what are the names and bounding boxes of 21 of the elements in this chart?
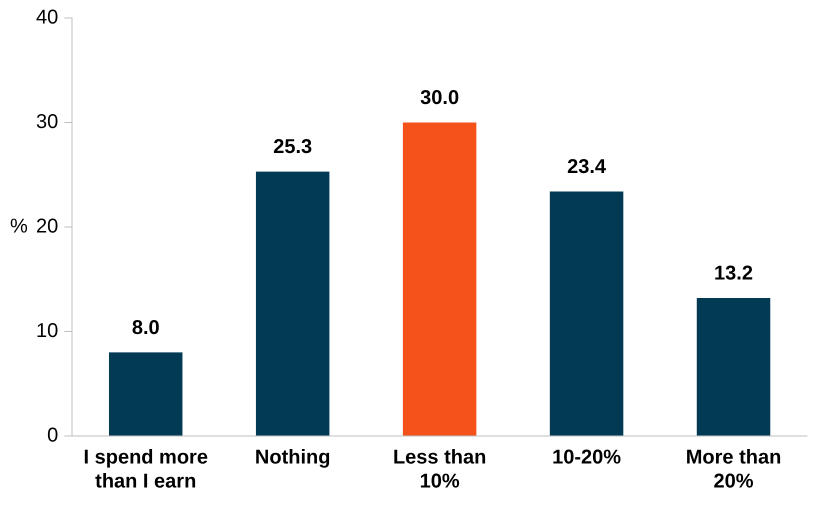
data-label: 23.4	[567, 156, 607, 178]
data-label: 30.0	[420, 87, 460, 110]
x-tick-label: I spend more than I earn	[83, 446, 208, 493]
bar	[256, 172, 330, 436]
y-tick-label: 40	[36, 6, 58, 29]
x-tick-label: 10-20%	[552, 446, 622, 469]
y-tick-label: 30	[36, 111, 58, 134]
bar	[696, 298, 770, 436]
data-label: 25.3	[273, 136, 312, 158]
bar	[550, 191, 624, 436]
data-label: 8.0	[132, 316, 160, 339]
bar	[108, 352, 182, 436]
data-label: 13.2	[714, 262, 753, 285]
x-tick-label: Nothing	[254, 446, 330, 469]
y-tick-label: 0	[47, 424, 58, 447]
bar	[402, 122, 476, 436]
y-tick-label: 20	[36, 216, 58, 238]
x-tick-label: Less than 10%	[392, 446, 486, 493]
y-axis-title: %	[10, 216, 28, 238]
y-tick-label: 10	[36, 320, 58, 342]
x-tick-label: More than 20%	[686, 446, 782, 493]
